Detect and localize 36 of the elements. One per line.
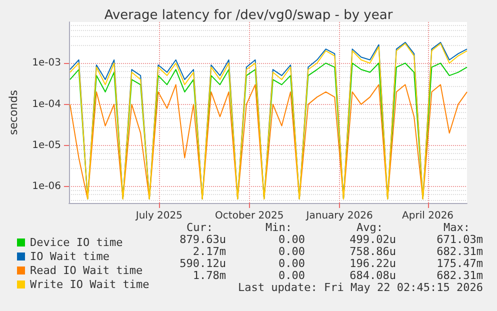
text: Min: xyxy=(266,221,292,234)
line-series xyxy=(69,84,468,200)
text: 879.63u xyxy=(180,233,226,246)
text: 0.00 xyxy=(278,257,305,270)
text: 758.86u xyxy=(350,245,396,258)
y-tick-label: 1e-03 xyxy=(32,58,61,69)
x-tick-label: April 2026 xyxy=(402,210,454,222)
text: 682.31m xyxy=(436,245,484,258)
legend-label: Read IO Wait time xyxy=(30,264,143,277)
x-tick-label: July 2025 xyxy=(134,210,182,222)
text: 1.78m xyxy=(192,269,226,282)
text: 0.00 xyxy=(278,245,305,258)
text: Cur: xyxy=(186,221,213,234)
text: Max: xyxy=(444,221,470,234)
y-tick-label: 1e-06 xyxy=(32,181,61,192)
y-tick-label: 1e-05 xyxy=(32,140,61,151)
text: 499.02u xyxy=(350,233,396,246)
text: 684.08u xyxy=(350,269,396,282)
x-tick-label: October 2025 xyxy=(215,210,284,222)
text: 196.22u xyxy=(350,257,396,270)
legend-label: Device IO time xyxy=(30,236,123,249)
text: 590.12u xyxy=(180,257,226,270)
text: 0.00 xyxy=(278,233,305,246)
legend-label: Write IO Wait time xyxy=(30,278,150,291)
legend-label: IO Wait time xyxy=(30,250,110,263)
text: Avg: xyxy=(356,221,383,234)
text: 2.17m xyxy=(192,245,226,258)
text: Last update: Fri May 22 02:45:15 2026 xyxy=(238,281,483,294)
y-axis-title: seconds xyxy=(7,90,20,135)
text: 671.03m xyxy=(436,233,484,246)
text: 682.31m xyxy=(436,269,484,282)
x-tick-label: January 2026 xyxy=(305,210,373,222)
y-tick-label: 1e-04 xyxy=(32,98,61,110)
text: 175.47m xyxy=(436,257,484,270)
text: 0.00 xyxy=(278,269,305,282)
chart-title: Average latency for /dev/vg0/swap - by year xyxy=(104,8,394,23)
